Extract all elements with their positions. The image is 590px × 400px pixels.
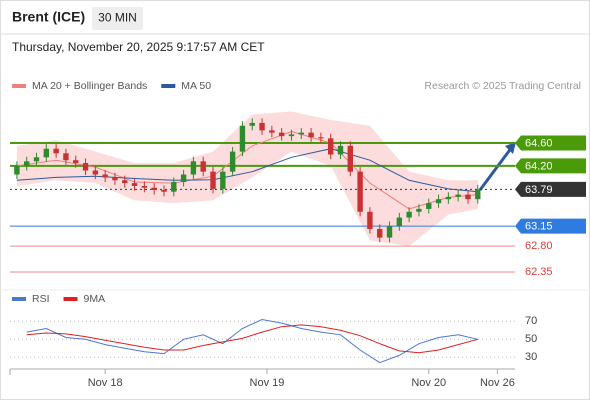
- interval-badge: [92, 7, 143, 30]
- candle-body: [200, 161, 206, 172]
- candle-body: [82, 163, 89, 171]
- candle-body: [190, 161, 197, 175]
- candle-body: [210, 171, 216, 189]
- candle-body: [63, 153, 69, 161]
- credit: Research © 2025 Trading Central: [424, 80, 581, 92]
- candle-body: [220, 171, 226, 189]
- legend-label: MA 20 + Bollinger Bands: [32, 80, 147, 92]
- series-line: [26, 324, 478, 354]
- level-label: 62.35: [525, 266, 553, 278]
- candle-body: [229, 151, 236, 172]
- candle-body: [161, 189, 167, 192]
- timestamp: Thursday, November 20, 2025 9:17:57 AM C…: [12, 40, 265, 54]
- interval: 30 MIN: [98, 11, 137, 25]
- level-label: 63.79: [525, 184, 553, 196]
- candle-body: [180, 174, 187, 182]
- y-tick-label: 50: [525, 333, 537, 345]
- candle-body: [435, 199, 442, 204]
- forecast-arrow-head: [505, 142, 516, 154]
- candle-body: [465, 194, 471, 200]
- x-tick-label: Nov 18: [88, 377, 123, 389]
- forecast-arrow: [478, 146, 514, 191]
- candle-body: [386, 226, 393, 238]
- candle-body: [102, 174, 108, 178]
- candle-body: [327, 138, 334, 155]
- candle-body: [347, 145, 353, 172]
- candle-body: [122, 180, 128, 184]
- symbol: Brent (ICE): [12, 9, 85, 25]
- y-tick-label: 70: [525, 315, 537, 327]
- level-label: 63.15: [525, 221, 553, 233]
- candle-body: [278, 132, 285, 137]
- candle-body: [377, 228, 383, 238]
- level-tag: [515, 135, 586, 151]
- candle-body: [171, 181, 177, 192]
- candle-body: [406, 211, 412, 218]
- level-tag: [515, 218, 586, 234]
- candle-body: [269, 130, 275, 133]
- candle-body: [24, 161, 30, 166]
- candle-body: [367, 211, 373, 229]
- legend-swatch: [12, 84, 26, 88]
- x-tick-label: Nov 19: [250, 377, 285, 389]
- candle-body: [14, 165, 20, 175]
- candle-body: [151, 187, 157, 190]
- candle-body: [298, 132, 304, 135]
- level-label: 64.60: [525, 137, 553, 149]
- x-tick-label: Nov 20: [411, 377, 446, 389]
- candle-body: [337, 145, 344, 155]
- candle-body: [73, 160, 79, 164]
- candle-body: [308, 132, 314, 138]
- legend-swatch: [12, 297, 26, 301]
- candle-body: [43, 148, 50, 158]
- candle-body: [259, 122, 265, 131]
- candle-body: [249, 122, 255, 126]
- y-tick-label: 30: [525, 351, 537, 363]
- candle-body: [239, 125, 246, 152]
- candle-body: [288, 134, 295, 137]
- candle-body: [92, 170, 99, 175]
- candle-body: [33, 157, 40, 162]
- level-tag: [515, 181, 586, 197]
- candle-body: [475, 189, 481, 200]
- candle-body: [141, 185, 148, 188]
- candle-body: [416, 208, 422, 212]
- level-label: 62.80: [525, 240, 553, 252]
- candle-body: [318, 137, 324, 139]
- candle-body: [396, 217, 403, 227]
- candle-body: [357, 171, 363, 212]
- candle-body: [53, 148, 59, 154]
- series-line: [26, 318, 478, 364]
- x-tick-label: Nov 26: [480, 377, 515, 389]
- bollinger-band: [16, 111, 478, 247]
- candle-body: [426, 203, 432, 209]
- candle-body: [131, 183, 138, 186]
- candle-body: [445, 196, 452, 200]
- legend-label: MA 50: [181, 80, 211, 92]
- legend-swatch: [63, 297, 78, 301]
- legend-label: 9MA: [84, 293, 106, 305]
- candle-body: [455, 194, 461, 197]
- level-tag: [515, 158, 586, 174]
- legend-label: RSI: [32, 293, 50, 305]
- level-label: 64.20: [525, 160, 553, 172]
- candle-body: [112, 177, 118, 181]
- legend-swatch: [161, 84, 176, 88]
